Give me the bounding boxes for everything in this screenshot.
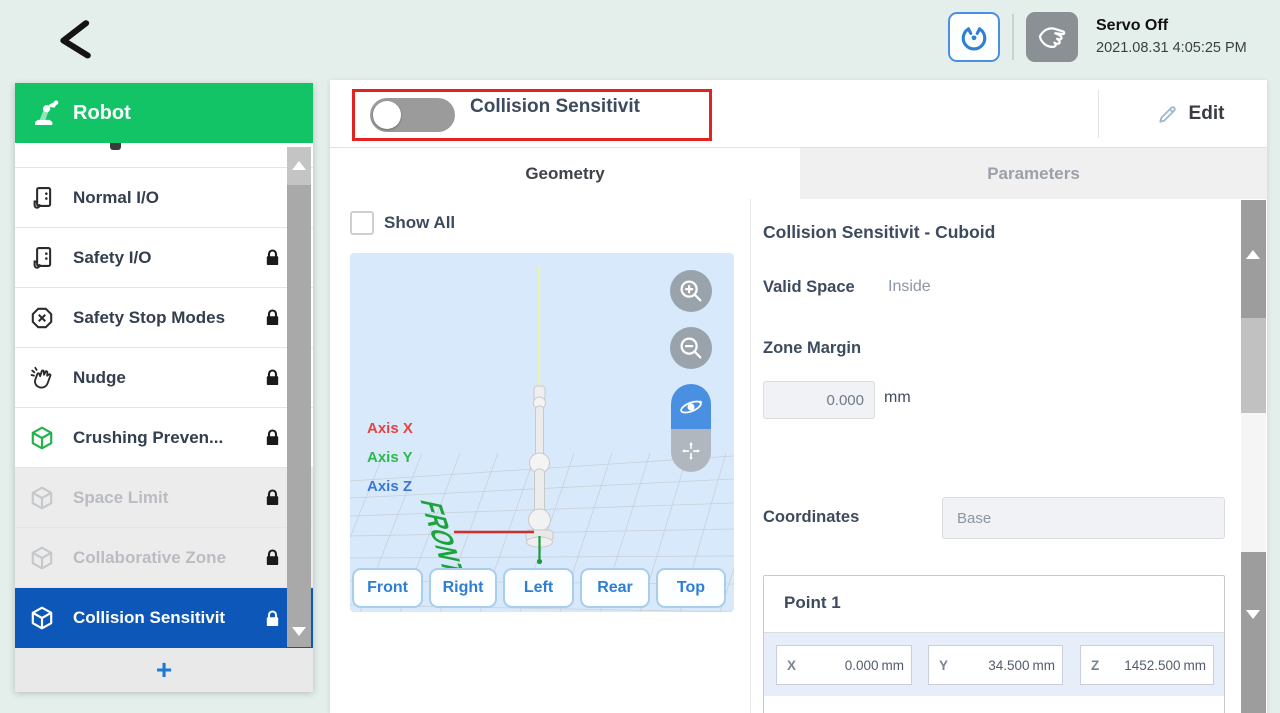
sidebar-item-partial[interactable] xyxy=(15,143,313,168)
sidebar-item-nudge[interactable]: Nudge xyxy=(15,348,313,408)
tab-parameters[interactable]: Parameters xyxy=(800,148,1267,199)
main-panel: Collision Sensitivit Edit Geometry Param… xyxy=(330,80,1267,713)
zoom-out-button[interactable] xyxy=(670,327,712,369)
lock-icon xyxy=(262,427,283,448)
tab-bar: Geometry Parameters xyxy=(330,147,1267,199)
io-icon xyxy=(29,245,55,271)
hand-icon xyxy=(1034,19,1070,55)
axis-y-label: Axis Y xyxy=(367,449,413,466)
zone-margin-input[interactable]: 0.000 xyxy=(763,381,875,419)
lock-icon xyxy=(262,307,283,328)
sidebar-item-crushing-prevention[interactable]: Crushing Preven... xyxy=(15,408,313,468)
show-all-label: Show All xyxy=(384,213,456,232)
zone-margin-label: Zone Margin xyxy=(763,339,862,357)
edit-separator xyxy=(1098,90,1099,138)
robot-gripper-button[interactable] xyxy=(948,12,1000,62)
cube-icon xyxy=(29,605,55,631)
sidebar-item-normal-io[interactable]: Normal I/O xyxy=(15,168,313,228)
chevron-left-icon xyxy=(40,12,112,66)
show-all-checkbox[interactable] xyxy=(350,211,374,235)
coordinates-label: Coordinates xyxy=(763,508,860,526)
pan-view-button[interactable] xyxy=(671,429,711,472)
lock-icon xyxy=(262,367,283,388)
coordinates-select[interactable]: Base xyxy=(942,497,1225,539)
lock-icon xyxy=(262,547,283,568)
view-buttons: Front Right Left Rear Top xyxy=(352,568,726,608)
main-scrollbar[interactable] xyxy=(1241,200,1266,713)
orbit-icon xyxy=(677,393,705,421)
scroll-down-button[interactable] xyxy=(1241,552,1266,713)
zoom-out-icon xyxy=(676,333,706,363)
clipped-icon-fragment xyxy=(110,143,121,150)
view-left-button[interactable]: Left xyxy=(503,568,574,608)
cube-icon xyxy=(29,485,55,511)
robot-3d-viewport[interactable]: FRONT xyxy=(350,253,734,612)
back-button[interactable] xyxy=(40,12,112,66)
point1-title: Point 1 xyxy=(784,593,841,612)
scrollbar-track[interactable] xyxy=(1241,413,1266,552)
scroll-down-arrow[interactable] xyxy=(292,627,306,636)
collision-sensitivity-toggle[interactable] xyxy=(370,98,455,132)
robot-arm-model xyxy=(525,385,554,548)
sidebar-item-safety-io[interactable]: Safety I/O xyxy=(15,228,313,288)
view-right-button[interactable]: Right xyxy=(429,568,497,608)
cube-icon xyxy=(29,425,55,451)
lock-icon xyxy=(262,608,283,629)
pan-arrows-icon xyxy=(678,438,704,464)
zoom-in-button[interactable] xyxy=(670,270,712,312)
lock-icon xyxy=(262,487,283,508)
sidebar-item-space-limit[interactable]: Space Limit xyxy=(15,468,313,528)
topbar-separator xyxy=(1012,14,1014,60)
point1-section: Point 1 X 0.000 mm Y 34.500 mm Z 1452.50… xyxy=(763,575,1225,713)
nudge-hand-icon xyxy=(29,365,55,391)
zone-margin-unit: mm xyxy=(884,389,911,406)
timestamp: 2021.08.31 4:05:25 PM xyxy=(1096,40,1247,56)
scroll-up-button[interactable] xyxy=(1241,200,1266,318)
scroll-up-button[interactable] xyxy=(287,147,311,185)
view-top-button[interactable]: Top xyxy=(656,568,726,608)
sidebar-title: Robot xyxy=(73,101,131,124)
toggle-knob xyxy=(373,101,401,129)
point1-x-field[interactable]: X 0.000 mm xyxy=(776,645,912,685)
floor-front-label: FRONT xyxy=(413,498,471,579)
valid-space-label: Valid Space xyxy=(763,278,855,296)
axis-z-label: Axis Z xyxy=(367,478,413,495)
stop-octagon-icon xyxy=(29,305,55,331)
lock-icon xyxy=(262,247,283,268)
cube-icon xyxy=(29,545,55,571)
sidebar-item-collaborative-zone[interactable]: Collaborative Zone xyxy=(15,528,313,588)
io-icon xyxy=(29,185,55,211)
add-zone-button[interactable]: + xyxy=(15,648,313,692)
view-front-button[interactable]: Front xyxy=(352,568,423,608)
edit-button[interactable]: Edit xyxy=(1120,91,1260,137)
sidebar-item-safety-stop-modes[interactable]: Safety Stop Modes xyxy=(15,288,313,348)
servo-status: Servo Off xyxy=(1096,17,1169,34)
scrollbar-thumb[interactable] xyxy=(1241,318,1266,413)
hand-guide-button[interactable] xyxy=(1026,12,1078,62)
sidebar-item-collision-sensitivity[interactable]: Collision Sensitivit xyxy=(15,588,313,648)
plus-icon: + xyxy=(155,654,173,685)
robot-arm-icon xyxy=(29,97,61,129)
rotate-view-button[interactable] xyxy=(671,384,711,429)
view-control-pill xyxy=(671,384,711,472)
view-rear-button[interactable]: Rear xyxy=(580,568,650,608)
properties-heading: Collision Sensitivit - Cuboid xyxy=(763,222,996,242)
zoom-in-icon xyxy=(676,276,706,306)
sidebar: Robot Normal I/O Safety I/O xyxy=(15,83,313,692)
point1-z-field[interactable]: Z 1452.500 mm xyxy=(1080,645,1214,685)
content-divider xyxy=(750,199,751,713)
valid-space-value: Inside xyxy=(888,278,931,295)
tab-geometry[interactable]: Geometry xyxy=(330,148,800,199)
pencil-icon xyxy=(1156,103,1179,126)
point1-fields-row: X 0.000 mm Y 34.500 mm Z 1452.500 mm xyxy=(764,632,1224,696)
gripper-icon xyxy=(957,20,991,54)
toggle-label: Collision Sensitivit xyxy=(470,96,640,117)
axis-x-label: Axis X xyxy=(367,420,413,437)
show-all-option: Show All xyxy=(350,211,455,235)
point1-y-field[interactable]: Y 34.500 mm xyxy=(928,645,1063,685)
sidebar-header-robot: Robot xyxy=(15,83,313,143)
sidebar-scrollbar[interactable] xyxy=(287,147,311,647)
